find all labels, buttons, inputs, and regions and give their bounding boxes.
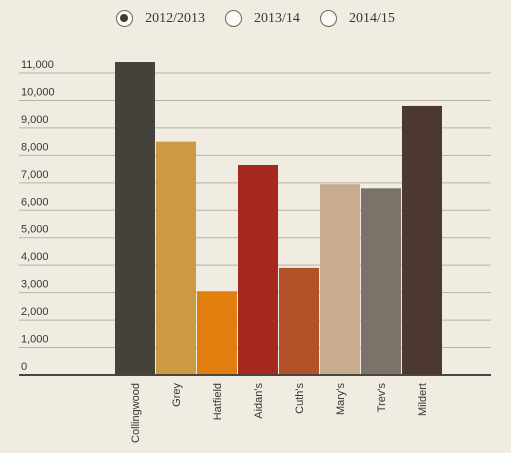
bar: [197, 291, 237, 375]
y-tick-label: 9,000: [21, 114, 49, 126]
bar: [361, 188, 401, 375]
y-tick-label: 3,000: [21, 279, 49, 291]
y-tick-label: 7,000: [21, 169, 49, 181]
radio-option-2013-14[interactable]: 2013/14: [225, 10, 300, 27]
y-tick-label: 5,000: [21, 224, 49, 236]
y-tick-label: 6,000: [21, 196, 49, 208]
y-tick-label: 11,000: [21, 59, 54, 71]
y-tick-label: 2,000: [21, 306, 49, 318]
bar: [156, 141, 196, 375]
radio-button-icon[interactable]: [225, 10, 243, 27]
bar: [279, 267, 319, 375]
radio-button-icon[interactable]: [319, 10, 337, 27]
radio-option-2014-15[interactable]: 2014/15: [319, 10, 395, 27]
category-label: Mary's: [335, 383, 347, 416]
bar: [402, 105, 442, 375]
bar: [320, 184, 360, 375]
category-label: Cuth's: [294, 383, 306, 414]
category-label: Grey: [171, 383, 183, 407]
radio-label: 2013/14: [254, 10, 300, 26]
bar: [238, 164, 278, 375]
category-label: Mildert: [417, 383, 429, 416]
category-label: Collingwood: [130, 383, 142, 443]
radio-label: 2014/15: [348, 10, 395, 26]
y-tick-label: 8,000: [21, 141, 49, 153]
y-tick-label: 0: [21, 361, 27, 373]
y-tick-label: 10,000: [21, 86, 55, 98]
category-label: Trev's: [376, 383, 388, 413]
radio-label: 2012/2013: [145, 10, 206, 26]
legend: 2012/2013 2013/14 2014/15: [0, 10, 511, 27]
radio-option-2012-2013[interactable]: 2012/2013: [116, 10, 205, 27]
radio-button-checked-icon[interactable]: [116, 10, 134, 27]
category-label: Hatfield: [212, 383, 224, 420]
category-label: Aidan's: [253, 383, 265, 419]
bar: [115, 62, 155, 375]
y-tick-label: 1,000: [21, 334, 49, 346]
y-tick-label: 4,000: [21, 251, 49, 263]
